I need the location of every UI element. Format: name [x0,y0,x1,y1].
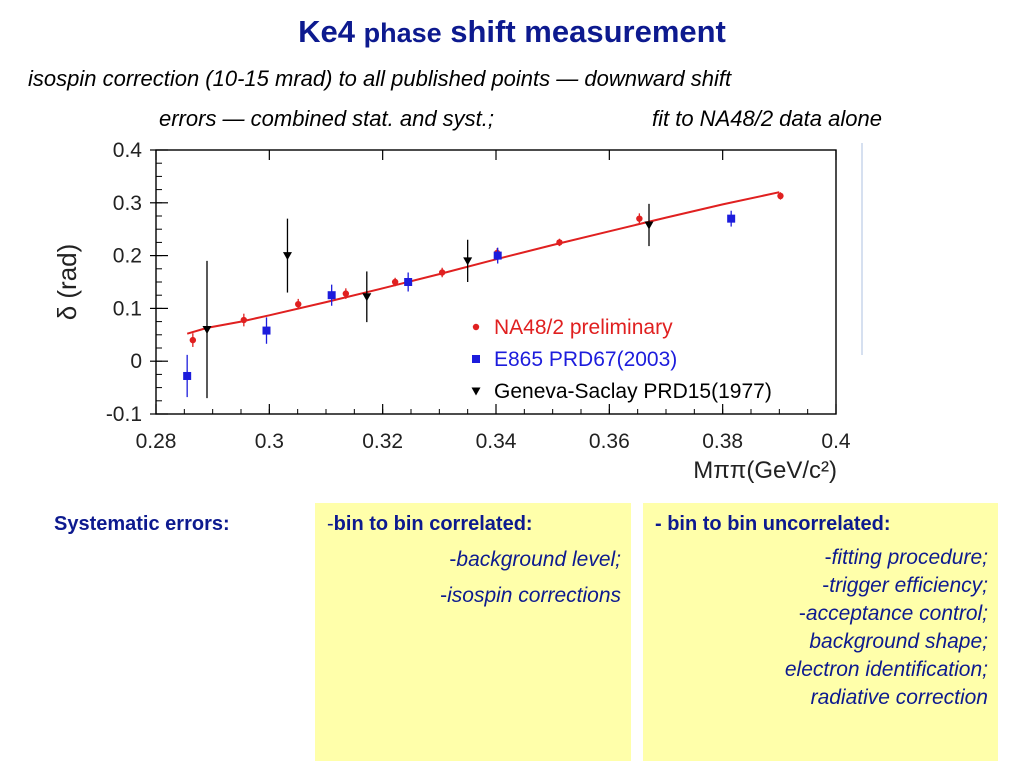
data-point [189,336,197,344]
data-point [202,326,212,335]
y-tick-label: 0.3 [113,192,142,215]
subtitle-isospin: isospin correction (10-15 mrad) to all p… [28,66,732,91]
legend-entry: E865 PRD67(2003) [494,348,677,371]
y-tick-label: 0.1 [113,297,142,320]
data-point [727,214,736,223]
y-tick-label: 0.2 [113,245,142,268]
y-tick-label: 0 [130,350,142,373]
systematic-item-text: fitting procedure; [831,546,988,569]
data-point [463,257,473,266]
title-ke4: Ke4 [298,14,364,49]
systematic-item: -background level; [449,548,621,571]
data-point [183,371,192,380]
x-tick-label: 0.32 [362,430,403,453]
systematic-item: radiative correction [651,684,990,712]
data-point [342,290,350,297]
systematic-item-text: trigger efficiency; [829,574,988,597]
systematic-item: -acceptance control; [798,602,988,625]
systematic-item-text: background shape; [809,630,988,653]
legend-marker [472,323,480,331]
systematic-item: -isospin corrections [440,584,621,607]
data-point [262,326,271,335]
systematic-item-text: radiative correction [810,686,988,709]
title-rest: shift measurement [441,14,726,49]
uncorrelated-header: - bin to bin uncorrelated: [655,513,891,535]
legend-entry: Geneva-Saclay PRD15(1977) [494,380,772,403]
correlated-header: -bin to bin correlated: [327,513,533,535]
x-tick-label: 0.34 [476,430,517,453]
data-point [391,278,399,286]
y-axis-label: δ (rad) [52,244,82,321]
systematic-errors-label: Systematic errors: [54,513,230,535]
systematic-item: background shape; [651,628,990,656]
x-tick-label: 0.4 [821,430,851,453]
x-tick-label: 0.28 [136,430,177,453]
correlated-list: -background level; -isospin corrections [323,542,623,614]
x-axis-label: Mππ(GeV/c²) [693,457,837,484]
data-point [636,215,643,222]
legend-marker [472,355,480,363]
subtitle-errors: errors — combined stat. and syst.; [159,106,495,131]
plot-frame [155,149,837,415]
data-point [404,278,413,286]
systematic-item-text: electron identification; [784,658,988,681]
systematic-item: electron identification; [651,656,990,684]
data-point [644,221,654,230]
y-tick-label: -0.1 [106,403,142,426]
legend-entry: NA48/2 preliminary [494,316,673,339]
data-point [777,192,784,200]
systematic-item: -fitting procedure; [824,546,988,569]
x-tick-label: 0.3 [255,430,284,453]
data-point [493,251,502,260]
correlated-header-text: bin to bin correlated: [333,513,533,535]
phase-shift-chart: 0.28 0.3 0.32 0.34 0.36 0.38 0.4 -0.1 0 0.1 0.2 0.3… [52,139,863,484]
x-tick-label: 0.38 [702,430,743,453]
systematic-item-text: background level; [456,548,621,571]
systematic-item-text: isospin corrections [447,584,621,607]
data-point [362,293,372,302]
uncorrelated-box: - bin to bin uncorrelated: -fitting proc… [643,503,998,761]
x-tick-label: 0.36 [589,430,630,453]
correlated-box: -bin to bin correlated: -background leve… [315,503,631,761]
data-point [295,300,302,308]
data-point [438,269,446,276]
legend-marker [471,387,481,396]
uncorrelated-list: -fitting procedure; -trigger efficiency; -… [651,544,990,712]
y-tick-label: 0.4 [113,139,143,162]
page-title: Ke4 phase shift measurement [0,14,1024,50]
title-phase: phase [363,18,442,48]
data-point [240,316,248,324]
data-point [282,252,292,261]
data-point [327,291,336,300]
data-point [556,239,563,246]
fit-line [186,191,780,335]
systematic-item: -trigger efficiency; [822,574,988,597]
systematic-item-text: acceptance control; [805,602,988,625]
subtitle-fit: fit to NA48/2 data alone [652,106,882,131]
